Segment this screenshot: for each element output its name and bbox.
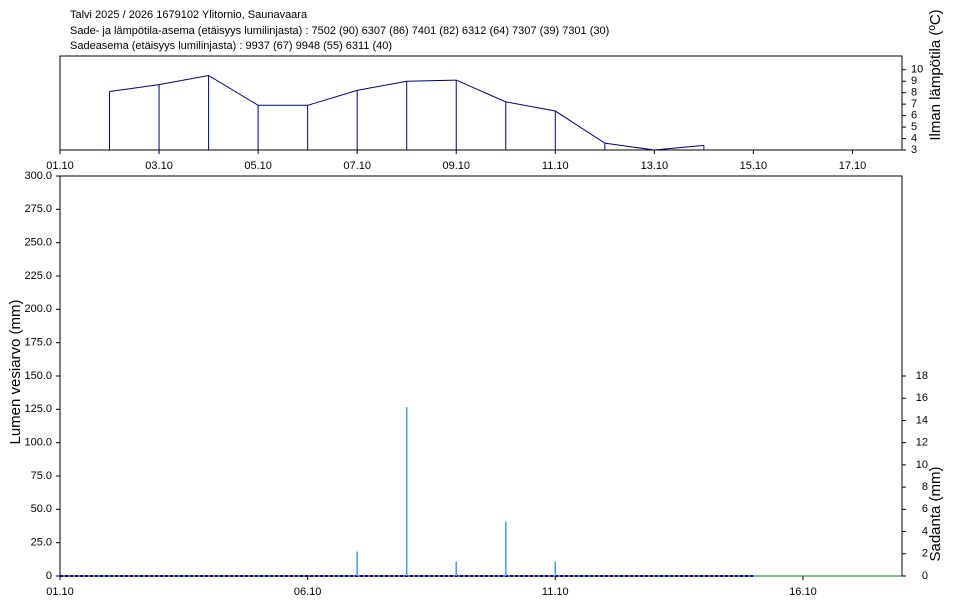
x-tick-label: 15.10: [740, 160, 768, 172]
x-tick-label: 01.10: [46, 586, 74, 598]
y-tick-label: 50.0: [31, 503, 52, 515]
y2-tick-label: 16: [916, 392, 928, 404]
x-tick-label: 03.10: [145, 160, 173, 172]
y-axis-title: Lumen vesiarvo (mm): [7, 299, 24, 444]
x-tick-label: 05.10: [244, 160, 272, 172]
x-tick-label: 01.10: [46, 160, 74, 172]
precip-bar: [554, 561, 557, 576]
x-tick-label: 09.10: [442, 160, 470, 172]
y-tick-label: 3: [911, 144, 917, 156]
y-tick-label: 9: [911, 75, 917, 87]
y-tick-label: 125.0: [24, 403, 52, 415]
x-tick-label: 16.10: [789, 586, 817, 598]
y-tick-label: 10: [911, 64, 923, 76]
y2-tick-label: 8: [922, 481, 928, 493]
y-tick-label: 300.0: [24, 170, 52, 182]
y-tick-label: 4: [911, 132, 917, 144]
y2-tick-label: 12: [916, 437, 928, 449]
x-tick-label: 17.10: [839, 160, 867, 172]
y-tick-label: 7: [911, 98, 917, 110]
y2-tick-label: 6: [922, 503, 928, 515]
precip-bar: [505, 521, 507, 576]
y2-tick-label: 4: [922, 525, 928, 537]
precip-bar: [455, 561, 457, 576]
y-tick-label: 275.0: [24, 203, 52, 215]
plot-frame: [59, 175, 903, 577]
y2-axis-title: Sadanta (mm): [927, 466, 944, 561]
x-tick-label: 06.10: [294, 586, 322, 598]
x-tick-label: 13.10: [641, 160, 669, 172]
y2-tick-label: 10: [916, 459, 928, 471]
y2-tick-label: 14: [916, 414, 928, 426]
y-tick-label: 75.0: [31, 470, 52, 482]
x-tick-label: 11.10: [542, 586, 569, 598]
y-tick-label: 175.0: [24, 337, 52, 349]
y-tick-label: 0: [46, 570, 52, 582]
x-tick-label: 07.10: [343, 160, 371, 172]
header-precip-stations: Sadeasema (etäisyys lumilinjasta) : 9937…: [70, 40, 392, 52]
y-tick-label: 8: [911, 87, 917, 99]
plot-frame: [59, 55, 903, 151]
y-tick-label: 25.0: [31, 537, 52, 549]
y-tick-label: 100.0: [24, 437, 52, 449]
y-tick-label: 225.0: [24, 270, 52, 282]
precip-bar: [405, 407, 408, 576]
y-tick-label: 5: [911, 121, 917, 133]
y-tick-label: 6: [911, 110, 917, 122]
y2-tick-label: 0: [922, 570, 928, 582]
y-tick-label: 200.0: [24, 303, 52, 315]
y-tick-label: 250.0: [24, 237, 52, 249]
x-tick-label: 11.10: [542, 160, 569, 172]
y-axis-title: Ilman lämpötila (ºC): [927, 9, 944, 140]
data-line: [109, 74, 704, 151]
precip-bar: [356, 551, 358, 576]
y-tick-label: 150.0: [24, 370, 52, 382]
header-stations: Sade- ja lämpötila-asema (etäisyys lumil…: [70, 25, 609, 37]
y2-tick-label: 2: [922, 548, 928, 560]
y2-tick-label: 18: [916, 370, 928, 382]
header-title: Talvi 2025 / 2026 1679102 Ylitornio, Sau…: [70, 9, 308, 21]
